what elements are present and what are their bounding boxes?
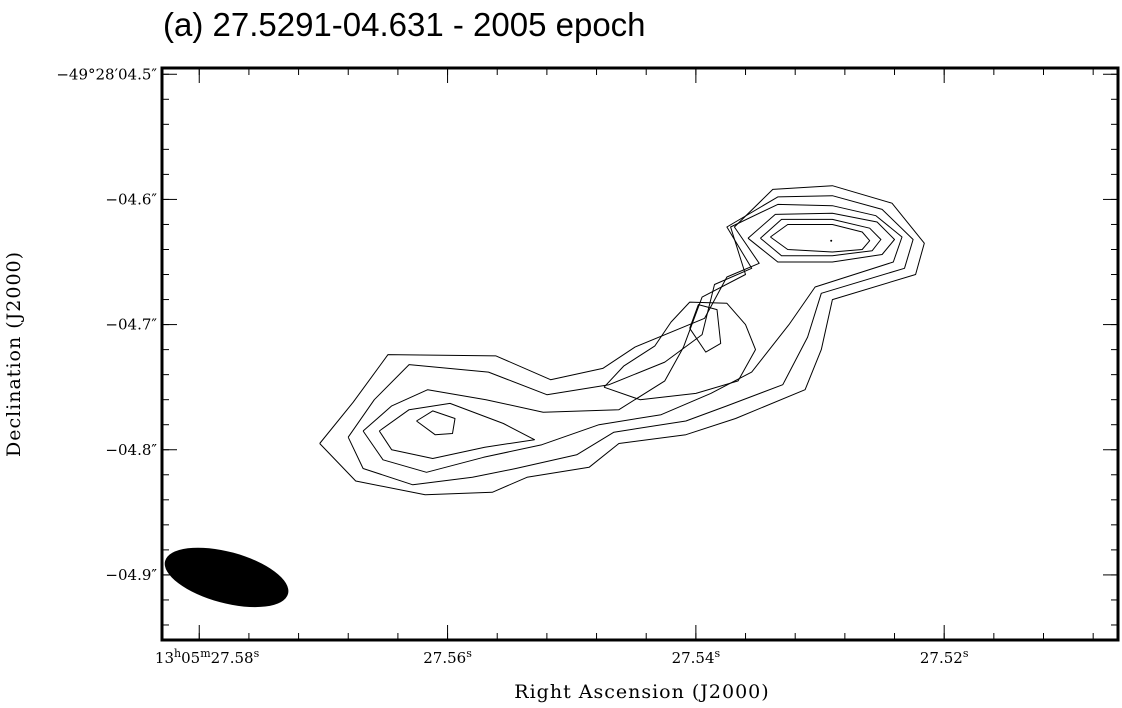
contour-level-1 bbox=[319, 185, 925, 496]
ra-minutes-unit: m bbox=[200, 647, 211, 660]
ra-seconds: 27.52 bbox=[920, 649, 963, 667]
ra-seconds-unit: s bbox=[963, 647, 969, 660]
contour-lines bbox=[319, 185, 925, 496]
beam-shape bbox=[164, 547, 289, 608]
y-axis-label: Declination (J2000) bbox=[3, 251, 25, 457]
contour-level-2 bbox=[347, 195, 914, 486]
chart-title: (a) 27.5291-04.631 - 2005 epoch bbox=[163, 6, 646, 43]
x-tick-label: 27.52s bbox=[920, 647, 969, 668]
contour-level-3 bbox=[362, 203, 903, 473]
contour-level-4 bbox=[378, 402, 535, 459]
plot-frame bbox=[160, 66, 1120, 642]
ra-seconds: 27.58 bbox=[211, 649, 254, 667]
ra-minutes: 05 bbox=[181, 649, 200, 667]
contour-level-4 bbox=[747, 212, 895, 263]
contour-level-6 bbox=[770, 224, 871, 253]
ra-seconds: 27.54 bbox=[672, 649, 715, 667]
ra-seconds-unit: s bbox=[715, 647, 721, 660]
ra-seconds-unit: s bbox=[254, 647, 260, 660]
y-tick-labels: −49°28′04.5″ −04.6″ −04.7″ −04.8″ −04.9″ bbox=[56, 65, 157, 584]
y-tick-label: −04.9″ bbox=[105, 566, 157, 584]
peak-marker bbox=[830, 239, 833, 242]
y-tick-label: −04.7″ bbox=[105, 316, 157, 334]
contour-level-5 bbox=[416, 410, 456, 436]
contour-level-4 bbox=[603, 301, 756, 401]
x-tick-label: 27.54s bbox=[672, 647, 721, 668]
plot-area bbox=[160, 66, 1120, 642]
ra-seconds: 27.56 bbox=[423, 649, 466, 667]
contour-level-5 bbox=[760, 218, 882, 257]
y-tick-label: −04.6″ bbox=[105, 190, 157, 208]
y-tick-label: −49°28′04.5″ bbox=[56, 65, 157, 83]
x-tick-labels: 13h05m27.58s 27.56s 27.54s 27.52s bbox=[155, 647, 969, 668]
ra-seconds-unit: s bbox=[466, 647, 472, 660]
major-ticks bbox=[162, 68, 1118, 640]
beam-ellipse bbox=[164, 547, 289, 608]
contour-level-5 bbox=[689, 304, 722, 353]
y-tick-label: −04.8″ bbox=[105, 441, 157, 459]
x-tick-label: 27.56s bbox=[423, 647, 472, 668]
ra-hours-unit: h bbox=[174, 647, 181, 660]
x-axis-label: Right Ascension (J2000) bbox=[514, 681, 769, 703]
x-tick-label: 13h05m27.58s bbox=[155, 647, 260, 668]
minor-ticks bbox=[162, 68, 1118, 640]
ra-hours: 13 bbox=[155, 649, 174, 667]
